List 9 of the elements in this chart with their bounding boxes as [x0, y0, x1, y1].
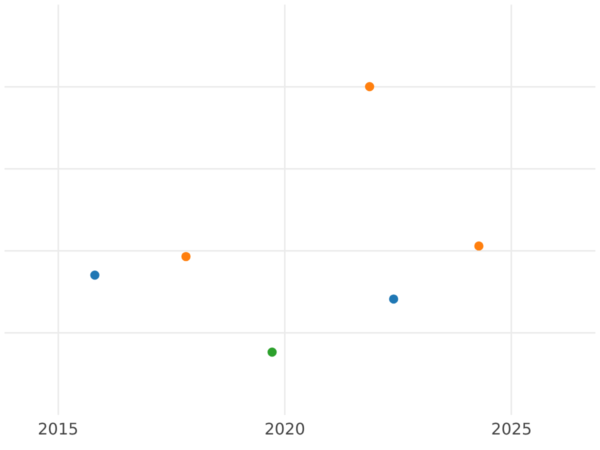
point [268, 348, 277, 357]
point [365, 82, 374, 92]
x-tick-label: 2025 [491, 420, 532, 439]
x-tick-label: 2015 [38, 420, 78, 439]
x-tick-label: 2020 [264, 420, 306, 439]
point [90, 270, 100, 280]
point [474, 241, 484, 251]
point [389, 294, 398, 304]
point [181, 252, 191, 262]
